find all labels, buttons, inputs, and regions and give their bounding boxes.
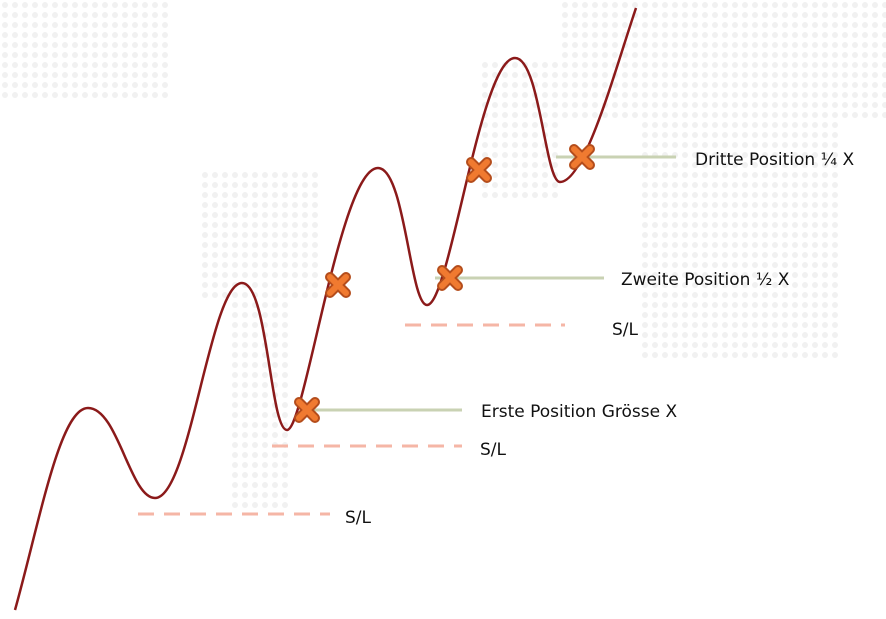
marker-stroke <box>327 274 349 296</box>
stop-loss-label: S/L <box>612 320 639 340</box>
marker-stroke <box>468 159 490 181</box>
price-curve <box>13 7 638 611</box>
position-label: Dritte Position ¼ X <box>695 150 854 170</box>
marker-stroke <box>296 399 318 421</box>
marker-stroke <box>439 267 461 289</box>
marker-stroke <box>571 146 593 168</box>
world-map-background <box>0 0 886 510</box>
position-label: Erste Position Grösse X <box>481 402 677 422</box>
entry-marker <box>325 272 351 298</box>
stop-loss-label: S/L <box>480 440 507 460</box>
entry-markers <box>294 144 595 423</box>
entry-marker <box>294 397 320 423</box>
position-label: Zweite Position ½ X <box>621 270 790 290</box>
entry-marker <box>466 157 492 183</box>
stop-loss-label: S/L <box>345 508 372 528</box>
entry-marker <box>569 144 595 170</box>
entry-marker <box>437 265 463 291</box>
